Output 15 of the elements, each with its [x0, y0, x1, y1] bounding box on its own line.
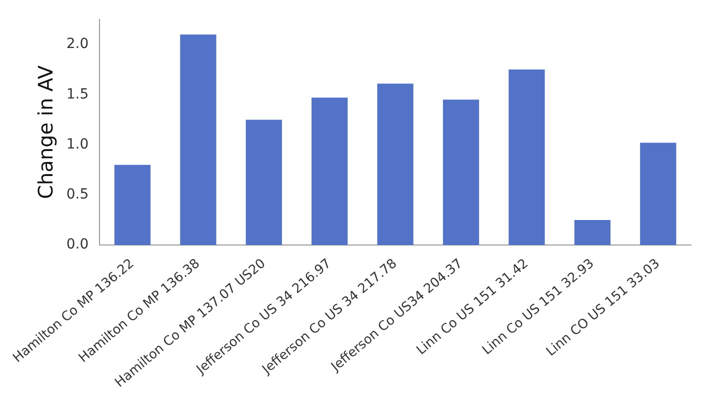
bar [180, 34, 216, 246]
y-tick-label: 0.5 [66, 186, 89, 203]
y-axis-title: Change in AV [34, 65, 58, 200]
bar [508, 70, 545, 246]
bar [246, 120, 282, 246]
bar [114, 164, 151, 246]
bar [312, 98, 348, 246]
y-tick-label: 0.0 [66, 236, 89, 253]
bar [574, 220, 611, 246]
y-tick-label: 1.5 [66, 86, 89, 102]
bar [640, 142, 676, 246]
y-tick-label: 1.0 [66, 136, 89, 152]
y-tick-label: 2.0 [66, 36, 89, 52]
bar [377, 84, 414, 246]
bar [442, 100, 480, 246]
